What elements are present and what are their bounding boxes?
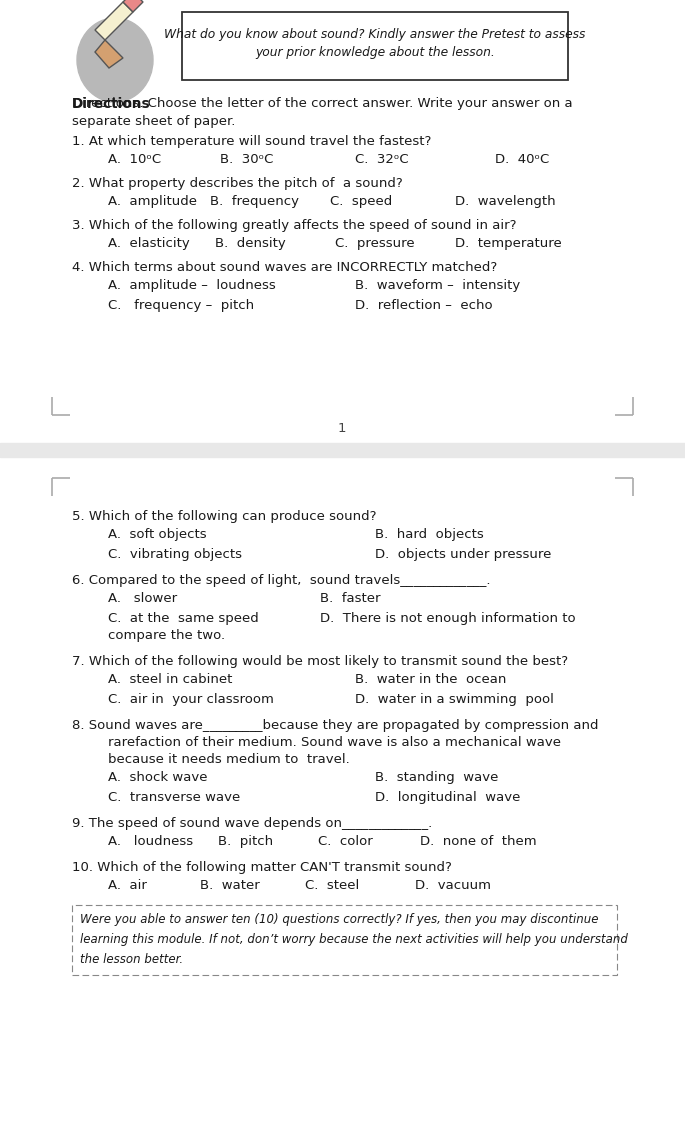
Text: 9. The speed of sound wave depends on_____________.: 9. The speed of sound wave depends on___… [72,817,432,830]
Text: What do you know about sound? Kindly answer the Pretest to assess: What do you know about sound? Kindly ans… [164,28,586,41]
Text: 8. Sound waves are_________because they are propagated by compression and: 8. Sound waves are_________because they … [72,719,599,732]
Text: D.  objects under pressure: D. objects under pressure [375,548,551,561]
Text: A.   slower: A. slower [108,593,177,605]
Text: D.  40ᵒC: D. 40ᵒC [495,153,549,167]
Polygon shape [123,0,143,12]
Text: B.  waveform –  intensity: B. waveform – intensity [355,279,520,292]
Text: B.  water: B. water [200,879,260,892]
Text: D.  There is not enough information to: D. There is not enough information to [320,612,575,625]
Text: C.  air in  your classroom: C. air in your classroom [108,693,274,706]
Text: the lesson better.: the lesson better. [80,953,183,966]
Text: A.  soft objects: A. soft objects [108,528,207,540]
Text: A.  shock wave: A. shock wave [108,770,208,784]
Text: B.  water in the  ocean: B. water in the ocean [355,673,506,685]
Text: 7. Which of the following would be most likely to transmit sound the best?: 7. Which of the following would be most … [72,655,568,668]
Text: 10. Which of the following matter CAN'T transmit sound?: 10. Which of the following matter CAN'T … [72,861,452,874]
Text: C.  at the  same speed: C. at the same speed [108,612,259,625]
Text: D.  wavelength: D. wavelength [455,195,556,208]
Text: 3. Which of the following greatly affects the speed of sound in air?: 3. Which of the following greatly affect… [72,219,516,232]
Text: B.  faster: B. faster [320,593,380,605]
Text: A.  air: A. air [108,879,147,892]
Text: C.  color: C. color [318,835,373,847]
Text: D.  none of  them: D. none of them [420,835,536,847]
Text: Were you able to answer ten (10) questions correctly? If yes, then you may disco: Were you able to answer ten (10) questio… [80,913,599,926]
Text: D.  longitudinal  wave: D. longitudinal wave [375,791,521,804]
Text: A.  amplitude: A. amplitude [108,195,197,208]
Text: separate sheet of paper.: separate sheet of paper. [72,116,236,128]
Text: D.  water in a swimming  pool: D. water in a swimming pool [355,693,554,706]
Text: D.  vacuum: D. vacuum [415,879,491,892]
Text: C.  speed: C. speed [330,195,393,208]
Text: C.   frequency –  pitch: C. frequency – pitch [108,299,254,312]
Text: 2. What property describes the pitch of  a sound?: 2. What property describes the pitch of … [72,177,403,190]
Text: D.  temperature: D. temperature [455,237,562,250]
Text: 1: 1 [338,421,346,435]
Text: B.  frequency: B. frequency [210,195,299,208]
Text: B.  30ᵒC: B. 30ᵒC [220,153,273,167]
FancyBboxPatch shape [72,905,617,976]
Text: Directions: Directions [72,97,151,111]
Text: A.  10ᵒC: A. 10ᵒC [108,153,161,167]
Text: B.  hard  objects: B. hard objects [375,528,484,540]
Text: 4. Which terms about sound waves are INCORRECTLY matched?: 4. Which terms about sound waves are INC… [72,261,497,274]
FancyBboxPatch shape [182,12,568,80]
Text: your prior knowledge about the lesson.: your prior knowledge about the lesson. [255,46,495,59]
Text: B.  standing  wave: B. standing wave [375,770,499,784]
Text: C.  transverse wave: C. transverse wave [108,791,240,804]
Text: rarefaction of their medium. Sound wave is also a mechanical wave: rarefaction of their medium. Sound wave … [108,736,561,749]
Ellipse shape [77,18,153,102]
Text: B.  pitch: B. pitch [218,835,273,847]
Text: C.  steel: C. steel [305,879,359,892]
Text: A.  steel in cabinet: A. steel in cabinet [108,673,232,685]
Text: 1. At which temperature will sound travel the fastest?: 1. At which temperature will sound trave… [72,135,432,148]
Text: A.  amplitude –  loudness: A. amplitude – loudness [108,279,276,292]
Text: because it needs medium to  travel.: because it needs medium to travel. [108,753,350,766]
Text: B.  density: B. density [215,237,286,250]
Bar [0,443,685,457]
Text: Directions. Choose the letter of the correct answer. Write your answer on a: Directions. Choose the letter of the cor… [72,97,573,110]
Text: A.   loudness: A. loudness [108,835,193,847]
Text: 6. Compared to the speed of light,  sound travels_____________.: 6. Compared to the speed of light, sound… [72,574,490,587]
Text: D.  reflection –  echo: D. reflection – echo [355,299,493,312]
Text: 5. Which of the following can produce sound?: 5. Which of the following can produce so… [72,510,377,523]
Text: C.  vibrating objects: C. vibrating objects [108,548,242,561]
Text: A.  elasticity: A. elasticity [108,237,190,250]
Text: learning this module. If not, don’t worry because the next activities will help : learning this module. If not, don’t worr… [80,932,628,946]
Text: C.  32ᵒC: C. 32ᵒC [355,153,409,167]
Text: C.  pressure: C. pressure [335,237,414,250]
Text: compare the two.: compare the two. [108,629,225,642]
Polygon shape [95,40,123,68]
Polygon shape [95,2,133,40]
